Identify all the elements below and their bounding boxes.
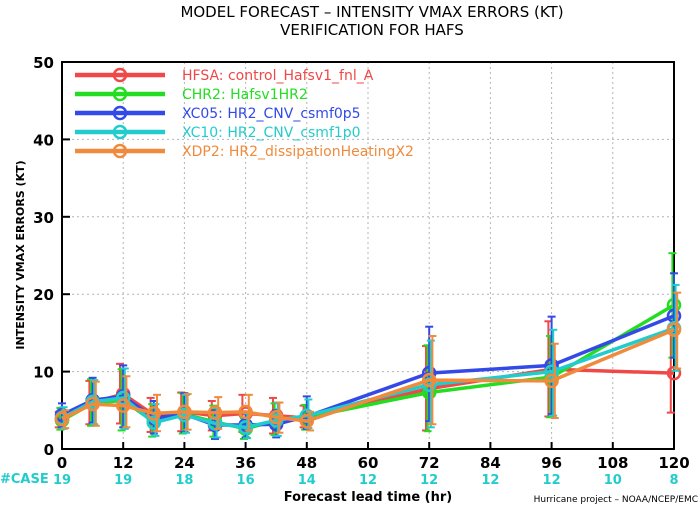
legend-item: XC10: HR2_CNV_csmf1p0 <box>75 124 361 141</box>
x-tick-label: 12 <box>113 454 134 472</box>
case-count: 8 <box>669 473 678 488</box>
legend-item: XDP2: HR2_dissipationHeatingX2 <box>75 143 414 160</box>
y-tick-label: 40 <box>33 131 54 149</box>
case-count: 18 <box>175 473 193 488</box>
x-tick-label: 72 <box>419 454 440 472</box>
legend-marker <box>112 67 128 83</box>
x-tick-label: 120 <box>658 454 689 472</box>
y-axis-label: INTENSITY VMAX ERRORS (KT) <box>14 160 27 349</box>
y-tick-label: 20 <box>33 286 54 304</box>
legend-marker <box>112 86 128 102</box>
x-tick-label: 24 <box>174 454 195 472</box>
series <box>54 291 682 434</box>
plot-frame <box>61 61 675 450</box>
x-tick-label: 108 <box>597 454 628 472</box>
x-axis: 0 12 24 36 48 60 72 84 96 108 120 <box>57 442 690 472</box>
legend-label: CHR2: Hafsv1HR2 <box>182 87 308 103</box>
data-point <box>177 404 192 420</box>
data-point <box>268 410 284 425</box>
data-point <box>299 413 315 429</box>
x-tick-label: 0 <box>57 454 67 472</box>
data-point <box>544 373 559 389</box>
legend-marker <box>112 124 128 140</box>
legend-marker <box>112 143 128 159</box>
data-point <box>115 398 131 413</box>
x-axis-label: Forecast lead time (hr) <box>284 490 452 505</box>
x-tick-label: 48 <box>296 454 317 472</box>
legend-item: XC05: HR2_CNV_csmf0p5 <box>75 105 361 122</box>
legend-label: XC10: HR2_CNV_csmf1p0 <box>182 125 361 141</box>
chart-title: MODEL FORECAST – INTENSITY VMAX ERRORS (… <box>180 3 563 21</box>
data-point <box>666 365 682 381</box>
legend-item: HFSA: control_Hafsv1_fnl_A <box>75 67 374 84</box>
data-point <box>238 420 253 435</box>
data-point <box>85 396 100 412</box>
case-count: 16 <box>237 473 255 488</box>
data-point <box>666 322 682 338</box>
y-tick-label: 0 <box>44 441 54 459</box>
legend-item: CHR2: Hafsv1HR2 <box>75 86 308 103</box>
credit-text: Hurricane project – NOAA/NCEP/EMC <box>534 495 698 505</box>
case-count: 12 <box>420 473 438 488</box>
case-count: 12 <box>543 473 561 488</box>
series-group <box>54 252 682 440</box>
legend-label: XC05: HR2_CNV_csmf0p5 <box>182 106 361 122</box>
y-tick-label: 30 <box>33 209 54 227</box>
x-tick-label: 84 <box>480 454 501 472</box>
data-point <box>146 406 162 421</box>
y-tick-label: 10 <box>33 364 54 382</box>
case-count: 12 <box>481 473 499 488</box>
data-point <box>238 404 253 420</box>
case-count: 12 <box>359 473 377 488</box>
case-count: 19 <box>53 473 71 488</box>
case-counts: 19 19 18 16 14 12 12 8 12 12 10 <box>53 473 679 488</box>
data-point <box>54 411 70 427</box>
case-count: 10 <box>604 473 622 488</box>
x-tick-label: 36 <box>235 454 256 472</box>
case-count: 14 <box>298 473 316 488</box>
legend-label: HFSA: control_Hafsv1_fnl_A <box>182 68 374 84</box>
case-label: #CASE <box>0 472 49 487</box>
data-point <box>544 364 559 379</box>
case-count: 19 <box>114 473 132 488</box>
y-tick-label: 50 <box>33 54 54 72</box>
legend-label: XDP2: HR2_dissipationHeatingX2 <box>182 144 414 160</box>
legend-marker <box>112 105 128 121</box>
legend: HFSA: control_Hafsv1_fnl_A CHR2: Hafsv1HR… <box>75 67 414 160</box>
data-point <box>421 372 437 388</box>
y-axis: 0 10 20 30 40 50 <box>33 54 70 459</box>
data-point <box>146 415 162 430</box>
grid <box>62 62 674 449</box>
data-point <box>207 405 223 420</box>
x-tick-label: 60 <box>358 454 379 472</box>
chart-subtitle: VERIFICATION FOR HAFS <box>280 21 464 39</box>
x-tick-label: 96 <box>541 454 562 472</box>
